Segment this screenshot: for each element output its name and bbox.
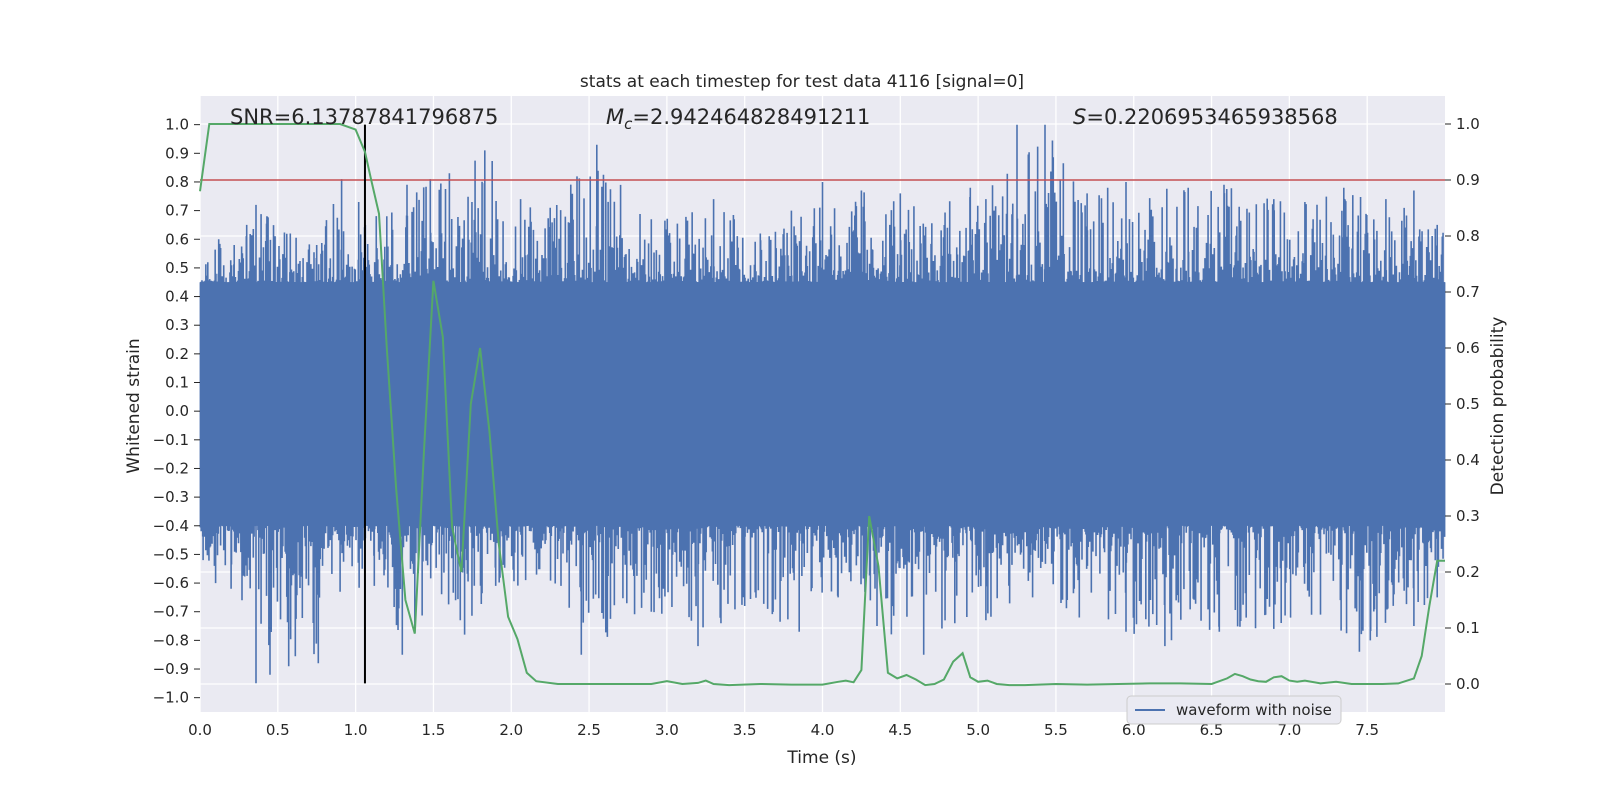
y-tick-label: 0.4: [165, 288, 189, 306]
mc-subscript: c: [624, 115, 633, 133]
s-symbol: S: [1073, 105, 1086, 129]
y2-tick-label: 0.9: [1456, 171, 1480, 189]
detection-probability-line: [199, 123, 1445, 687]
y2-tick-label: 0.3: [1456, 507, 1480, 525]
x-tick-label: 1.0: [344, 721, 368, 739]
legend-label-waveform: waveform with noise: [1176, 701, 1332, 719]
y-tick-label: −1.0: [153, 689, 189, 707]
y2-tick-label: 0.4: [1456, 451, 1480, 469]
x-tick-label: 4.5: [888, 721, 912, 739]
y-tick-label: 0.1: [165, 374, 189, 392]
y-tick-label: −0.3: [153, 488, 189, 506]
y-tick-label: 0.5: [165, 259, 189, 277]
legend: waveform with noise: [1126, 695, 1342, 725]
x-tick-label: 7.0: [1277, 721, 1301, 739]
s-annotation: S=0.2206953465938568: [1073, 105, 1338, 129]
y2-axis-ticks: 1.0 0.9 0.8 0.7 0.6 0.5 0.4 0.3 0.2 0.1 0.0: [1445, 115, 1480, 693]
x-tick-label: 5.5: [1044, 721, 1068, 739]
x-tick-label: 6.0: [1122, 721, 1146, 739]
x-tick-label: 6.5: [1200, 721, 1224, 739]
legend-box: [1126, 695, 1342, 725]
x-tick-label: 4.0: [811, 721, 835, 739]
x-tick-label: 7.5: [1355, 721, 1379, 739]
y-tick-label: 0.8: [165, 173, 189, 191]
y2-tick-label: 0.0: [1456, 675, 1480, 693]
x-tick-label: 2.0: [499, 721, 523, 739]
y-tick-label: −0.8: [153, 631, 189, 649]
y-tick-label: 1.0: [165, 116, 189, 134]
y-tick-label: −0.7: [153, 603, 189, 621]
y-tick-label: 0.0: [165, 402, 189, 420]
x-tick-label: 2.5: [577, 721, 601, 739]
y-tick-label: 0.7: [165, 202, 189, 220]
y-tick-label: −0.6: [153, 574, 189, 592]
x-tick-label: 0.5: [266, 721, 290, 739]
y2-tick-label: 0.1: [1456, 619, 1480, 637]
y-axis-ticks: 1.0 0.9 0.8 0.7 0.6 0.5 0.4 0.3 0.2 0.1 0.0 −0.1 −0.…: [153, 116, 200, 707]
y-tick-label: 0.3: [165, 316, 189, 334]
mc-annotation: Mc=2.942464828491211: [606, 105, 870, 133]
x-tick-label: 1.5: [422, 721, 446, 739]
x-tick-label: 5.0: [966, 721, 990, 739]
x-tick-label: 3.5: [733, 721, 757, 739]
y2-axis-label: Detection probability: [1488, 317, 1508, 496]
mc-symbol: M: [606, 105, 624, 129]
y-axis-label: Whitened strain: [124, 338, 144, 473]
x-tick-label: 3.0: [655, 721, 679, 739]
mc-value: =2.942464828491211: [632, 105, 870, 129]
y2-tick-label: 0.6: [1456, 339, 1480, 357]
waveform-spikes: [199, 124, 1446, 684]
y-tick-label: −0.2: [153, 459, 189, 477]
y2-tick-label: 0.7: [1456, 283, 1480, 301]
y-tick-label: −0.5: [153, 545, 189, 563]
x-axis-ticks: 0.0 0.5 1.0 1.5 2.0 2.5 3.0 3.5 4.0 4.5 5.0 5.5 6.0 6…: [188, 721, 1379, 739]
y-tick-label: −0.4: [153, 517, 189, 535]
s-value: =0.2206953465938568: [1086, 105, 1337, 129]
x-tick-label: 0.0: [188, 721, 212, 739]
y2-tick-label: 0.5: [1456, 395, 1480, 413]
y2-tick-label: 0.2: [1456, 563, 1480, 581]
y-tick-label: 0.6: [165, 230, 189, 248]
y-tick-label: −0.9: [153, 660, 189, 678]
x-axis-label: Time (s): [786, 748, 856, 768]
y2-tick-label: 1.0: [1456, 115, 1480, 133]
chart-title: stats at each timestep for test data 411…: [580, 72, 1024, 92]
y-tick-label: 0.9: [165, 144, 189, 162]
waveform-series: [199, 124, 1446, 684]
y-tick-label: 0.2: [165, 345, 189, 363]
snr-annotation: SNR=6.13787841796875: [230, 105, 498, 129]
y2-tick-label: 0.8: [1456, 227, 1480, 245]
y-tick-label: −0.1: [153, 431, 189, 449]
